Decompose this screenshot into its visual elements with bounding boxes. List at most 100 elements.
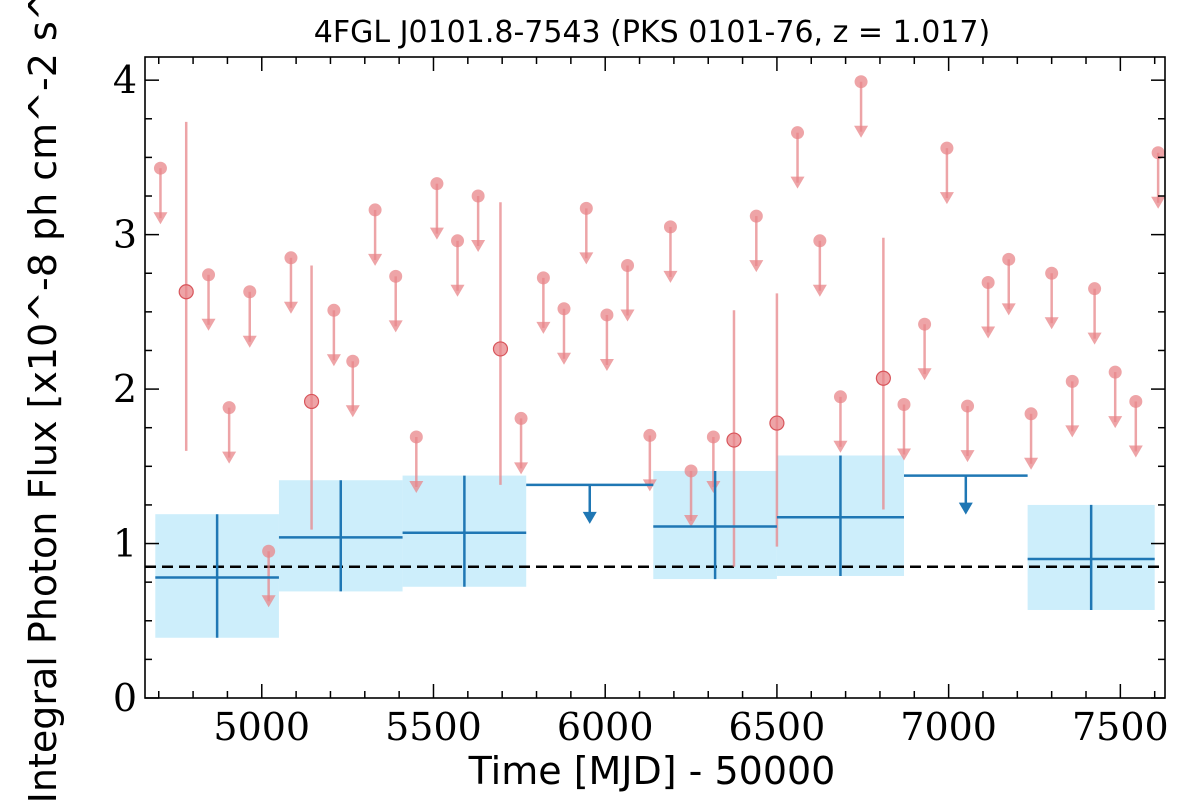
x-tick-label: 6000	[557, 705, 654, 749]
fine-bin-ul-arrow	[556, 352, 571, 365]
fine-bin-point	[243, 285, 257, 299]
fine-bin-ul-arrow	[1024, 457, 1039, 470]
fine-bin-point	[1024, 407, 1038, 421]
fine-bin-point	[684, 464, 698, 478]
fine-bin-ul-arrow	[242, 335, 257, 348]
plot-frame	[144, 56, 1166, 699]
fine-bin-ul-arrow	[599, 358, 614, 371]
x-tick-label: 6500	[729, 705, 826, 749]
fine-bin-point	[875, 370, 891, 386]
fine-bin-ul-arrow	[749, 260, 764, 273]
x-tick-label: 5000	[213, 705, 310, 749]
y-tick-label: 1	[113, 522, 137, 566]
coarse-bin-series	[155, 455, 1155, 638]
fine-bin-point	[389, 269, 403, 283]
coarse-bin-bands	[155, 455, 1155, 638]
fine-bin-ul-arrow	[896, 448, 911, 461]
fine-bin-point	[536, 271, 550, 285]
fine-bin-point	[557, 302, 571, 316]
fine-bin-ul-arrow	[917, 368, 932, 381]
fine-bin-point	[1065, 374, 1079, 388]
y-tick-label: 2	[113, 367, 137, 411]
fine-bin-ul-arrow	[471, 240, 486, 253]
fine-bin-ul-arrow	[1108, 416, 1123, 429]
fine-bin-point	[368, 203, 382, 217]
fine-bin-point	[1002, 252, 1016, 266]
fine-bin-point	[706, 430, 720, 444]
y-axis-label: Integral Photon Flux [x10^-8 ph cm^-2 s^…	[21, 0, 65, 800]
fine-bin-point	[663, 220, 677, 234]
fine-bin-point	[621, 259, 635, 273]
y-tick-label: 0	[113, 676, 137, 720]
fine-bin-ul-arrow	[1087, 332, 1102, 345]
fine-bin-ul-arrow	[326, 354, 341, 367]
fine-bin-point	[327, 303, 341, 317]
fine-bin-ul-arrow	[790, 176, 805, 189]
coarse-bin-ul-arrow	[582, 511, 597, 524]
fine-bin-point	[153, 161, 167, 175]
fine-bin-ul-arrow	[261, 595, 276, 608]
fine-bin-ul-arrow	[222, 451, 237, 464]
fine-bin-point	[897, 398, 911, 412]
x-axis-label: Time [MJD] - 50000	[468, 749, 836, 793]
tick-labels: 5000 5500 6000 6500 7000 7500 0 1 2 3 4	[113, 58, 1169, 749]
x-tick-label: 7000	[900, 705, 997, 749]
fine-bin-ul-arrow	[409, 480, 424, 493]
fine-bin-ul-arrow	[706, 480, 721, 493]
fine-bin-point	[813, 234, 827, 248]
axes	[144, 56, 1166, 699]
fine-bin-ul-arrow	[1065, 425, 1080, 438]
fine-bin-ul-arrow	[429, 227, 444, 240]
fine-bin-ul-arrow	[388, 320, 403, 333]
fine-bin-ul-arrow	[1151, 196, 1166, 209]
fine-bin-ul-arrow	[283, 301, 298, 314]
fine-bin-ul-arrow	[345, 405, 360, 418]
fine-bin-ul-arrow	[1001, 303, 1016, 316]
fine-bin-point	[303, 393, 320, 410]
fine-bin-point	[918, 317, 932, 331]
fine-bin-point	[492, 341, 509, 357]
fine-bin-point	[222, 401, 236, 415]
y-tick-label: 3	[113, 213, 137, 257]
fine-bin-ul-arrow	[153, 212, 168, 225]
fine-bin-ul-arrow	[514, 462, 529, 475]
fine-bin-point	[749, 209, 763, 223]
fine-bin-point	[1045, 266, 1059, 280]
fine-bin-point	[471, 189, 485, 203]
fine-bin-point	[600, 308, 614, 322]
fine-bin-ul-arrow	[201, 318, 216, 331]
fine-bin-point	[1151, 146, 1165, 160]
fine-bin-point	[262, 544, 276, 558]
fine-bin-point	[1088, 282, 1102, 296]
fine-bin-point	[981, 276, 995, 290]
fine-bin-ul-arrow	[1128, 445, 1143, 458]
fine-bin-point	[579, 201, 593, 215]
fine-bin-point	[346, 354, 360, 368]
fine-bin-point	[643, 428, 657, 442]
fine-bin-point	[1129, 394, 1143, 408]
fine-bin-ul-arrow	[663, 270, 678, 283]
x-tick-label: 7500	[1072, 705, 1169, 749]
fine-bin-ul-arrow	[450, 284, 465, 297]
fine-bin-ul-arrow	[579, 252, 594, 265]
fine-bin-ul-arrow	[536, 321, 551, 334]
fine-bin-point	[769, 415, 785, 431]
coarse-bin-ul-arrow	[958, 502, 973, 515]
fine-bin-ul-arrow	[854, 125, 869, 138]
fine-bin-point	[451, 234, 465, 248]
fine-bin-ul-arrow	[620, 309, 635, 322]
fine-bin-ul-arrow	[1044, 317, 1059, 330]
fine-bin-series	[153, 75, 1166, 608]
fine-bin-point	[409, 430, 423, 444]
fine-bin-point	[284, 251, 298, 265]
y-tick-label: 4	[113, 58, 137, 102]
fine-bin-point	[514, 411, 528, 425]
chart-title: 4FGL J0101.8-7543 (PKS 0101-76, z = 1.01…	[314, 15, 990, 50]
fine-bin-point	[178, 284, 194, 300]
fine-bin-point	[202, 268, 216, 282]
fine-bin-point	[854, 75, 868, 89]
fine-bin-ul-arrow	[684, 514, 699, 527]
fine-bin-point	[726, 432, 742, 448]
